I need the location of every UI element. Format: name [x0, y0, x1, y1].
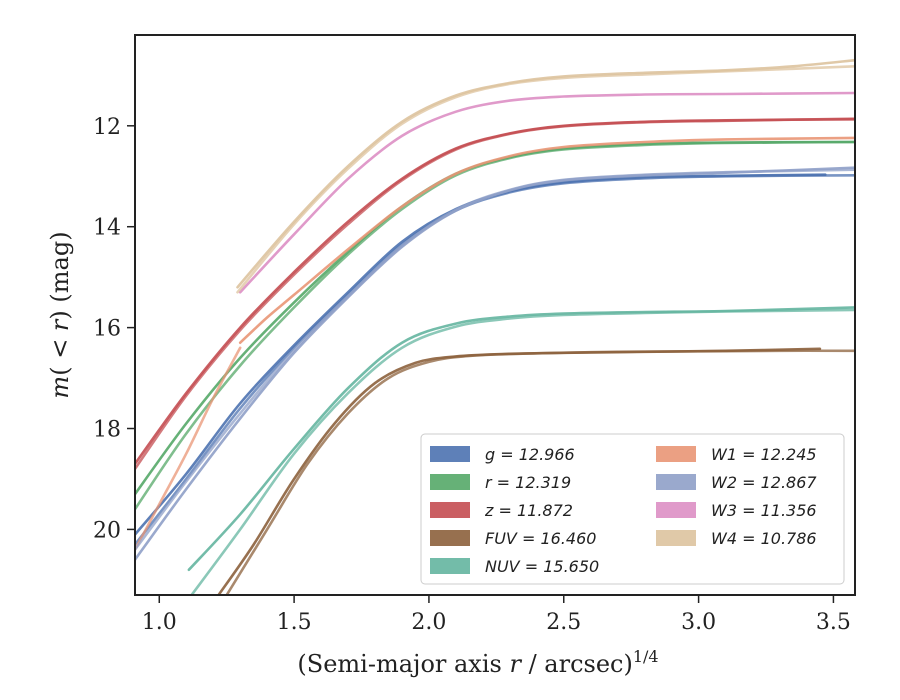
legend-swatch-w1 — [656, 446, 696, 462]
y-tick-label: 20 — [93, 518, 121, 543]
y-tick-label: 18 — [93, 418, 121, 443]
legend-label-w4: W4 = 10.786 — [711, 529, 817, 548]
x-tick-label: 2.5 — [546, 610, 581, 635]
series-line-fuv — [225, 349, 855, 595]
x-tick-label: 3.5 — [816, 610, 851, 635]
legend-swatch-g — [430, 446, 470, 462]
legend: g = 12.966 r = 12.319 z = 11.872 FUV = 16.4… — [420, 433, 845, 585]
series-line-w3 — [238, 91, 855, 294]
legend-label-nuv: NUV = 15.650 — [485, 557, 599, 576]
legend-label-g: g = 12.966 — [485, 445, 575, 464]
y-axis-label: m( < r) (mag) — [46, 231, 74, 398]
x-axis: 1.0 1.5 2.0 2.5 3.0 3.5 — [142, 595, 851, 635]
legend-swatch-w2 — [656, 474, 696, 490]
y-tick-label: 12 — [93, 115, 121, 140]
series-line-r — [135, 140, 855, 511]
series-line-z — [135, 117, 855, 471]
y-tick-label: 14 — [93, 216, 121, 241]
series-line-nuv — [190, 308, 855, 595]
plot-area — [135, 58, 855, 595]
plot-frame — [134, 34, 856, 596]
legend-label-r: r = 12.319 — [485, 473, 571, 492]
legend-label-w1: W1 = 12.245 — [711, 445, 817, 464]
x-tick-label: 1.0 — [142, 610, 177, 635]
y-tick-label: 16 — [93, 317, 121, 342]
legend-label-z: z = 11.872 — [484, 501, 573, 520]
legend-swatch-nuv — [430, 558, 470, 574]
legend-label-w2: W2 = 12.867 — [711, 473, 817, 492]
legend-swatch-fuv — [430, 530, 470, 546]
series-line-w2 — [135, 168, 855, 551]
x-tick-label: 1.5 — [277, 610, 312, 635]
legend-label-fuv: FUV = 16.460 — [485, 529, 596, 548]
legend-box — [420, 433, 845, 585]
x-axis-label: (Semi-major axis r / arcsec)1/4 — [297, 647, 658, 678]
y-axis: 12 14 16 18 20 — [93, 115, 135, 543]
x-tick-label: 2.0 — [411, 610, 446, 635]
legend-swatch-w3 — [656, 502, 696, 518]
series-line-w4 — [236, 65, 855, 294]
series-line-w1 — [135, 346, 242, 551]
legend-swatch-z — [430, 502, 470, 518]
series-line-w1 — [238, 136, 855, 344]
legend-swatch-w4 — [656, 530, 696, 546]
legend-label-w3: W3 = 11.356 — [711, 501, 817, 520]
x-tick-label: 3.0 — [681, 610, 716, 635]
legend-swatch-r — [430, 474, 470, 490]
